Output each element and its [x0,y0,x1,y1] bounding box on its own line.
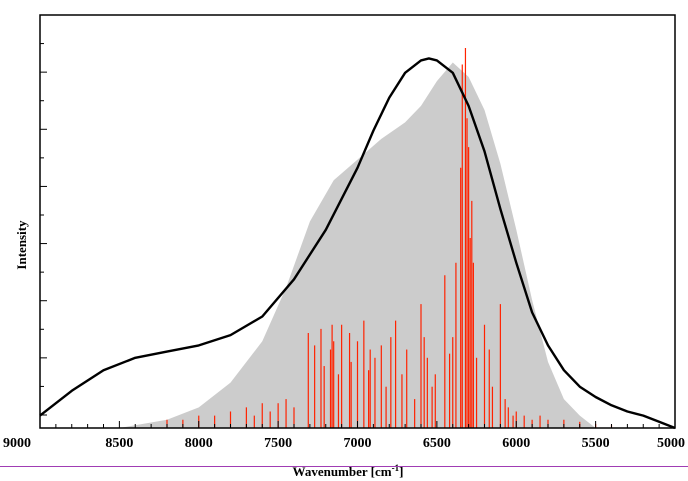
x-tick-label: 7500 [264,436,292,451]
filled-area [119,62,596,428]
x-axis-title-main: Wavenumber [cm [293,464,392,479]
x-tick-label: 5500 [582,436,610,451]
x-tick-label: 8000 [185,436,213,451]
x-axis-title-close: ] [399,464,403,479]
envelope-curve [39,57,676,430]
y-axis-title: Intensity [14,220,29,270]
bottom-divider-line [0,466,688,467]
x-axis-title-sup: -1 [392,463,400,473]
x-tick-label: 6000 [502,436,530,451]
x-tick-label: 5000 [657,436,685,451]
axis-ticks [39,43,676,428]
stick-spectrum-layer [166,48,613,428]
x-tick-labels: 9000 8500 8000 7500 7000 6500 6000 5500 5000 [3,436,685,451]
x-tick-label: 6500 [423,436,451,451]
x-axis-title: Wavenumber [cm-1] [293,463,404,479]
x-tick-label: 9000 [3,436,31,451]
filled-area-layer [119,62,596,428]
x-tick-label: 8500 [105,436,133,451]
envelope-curve-layer [39,57,676,430]
x-tick-label: 7000 [344,436,372,451]
